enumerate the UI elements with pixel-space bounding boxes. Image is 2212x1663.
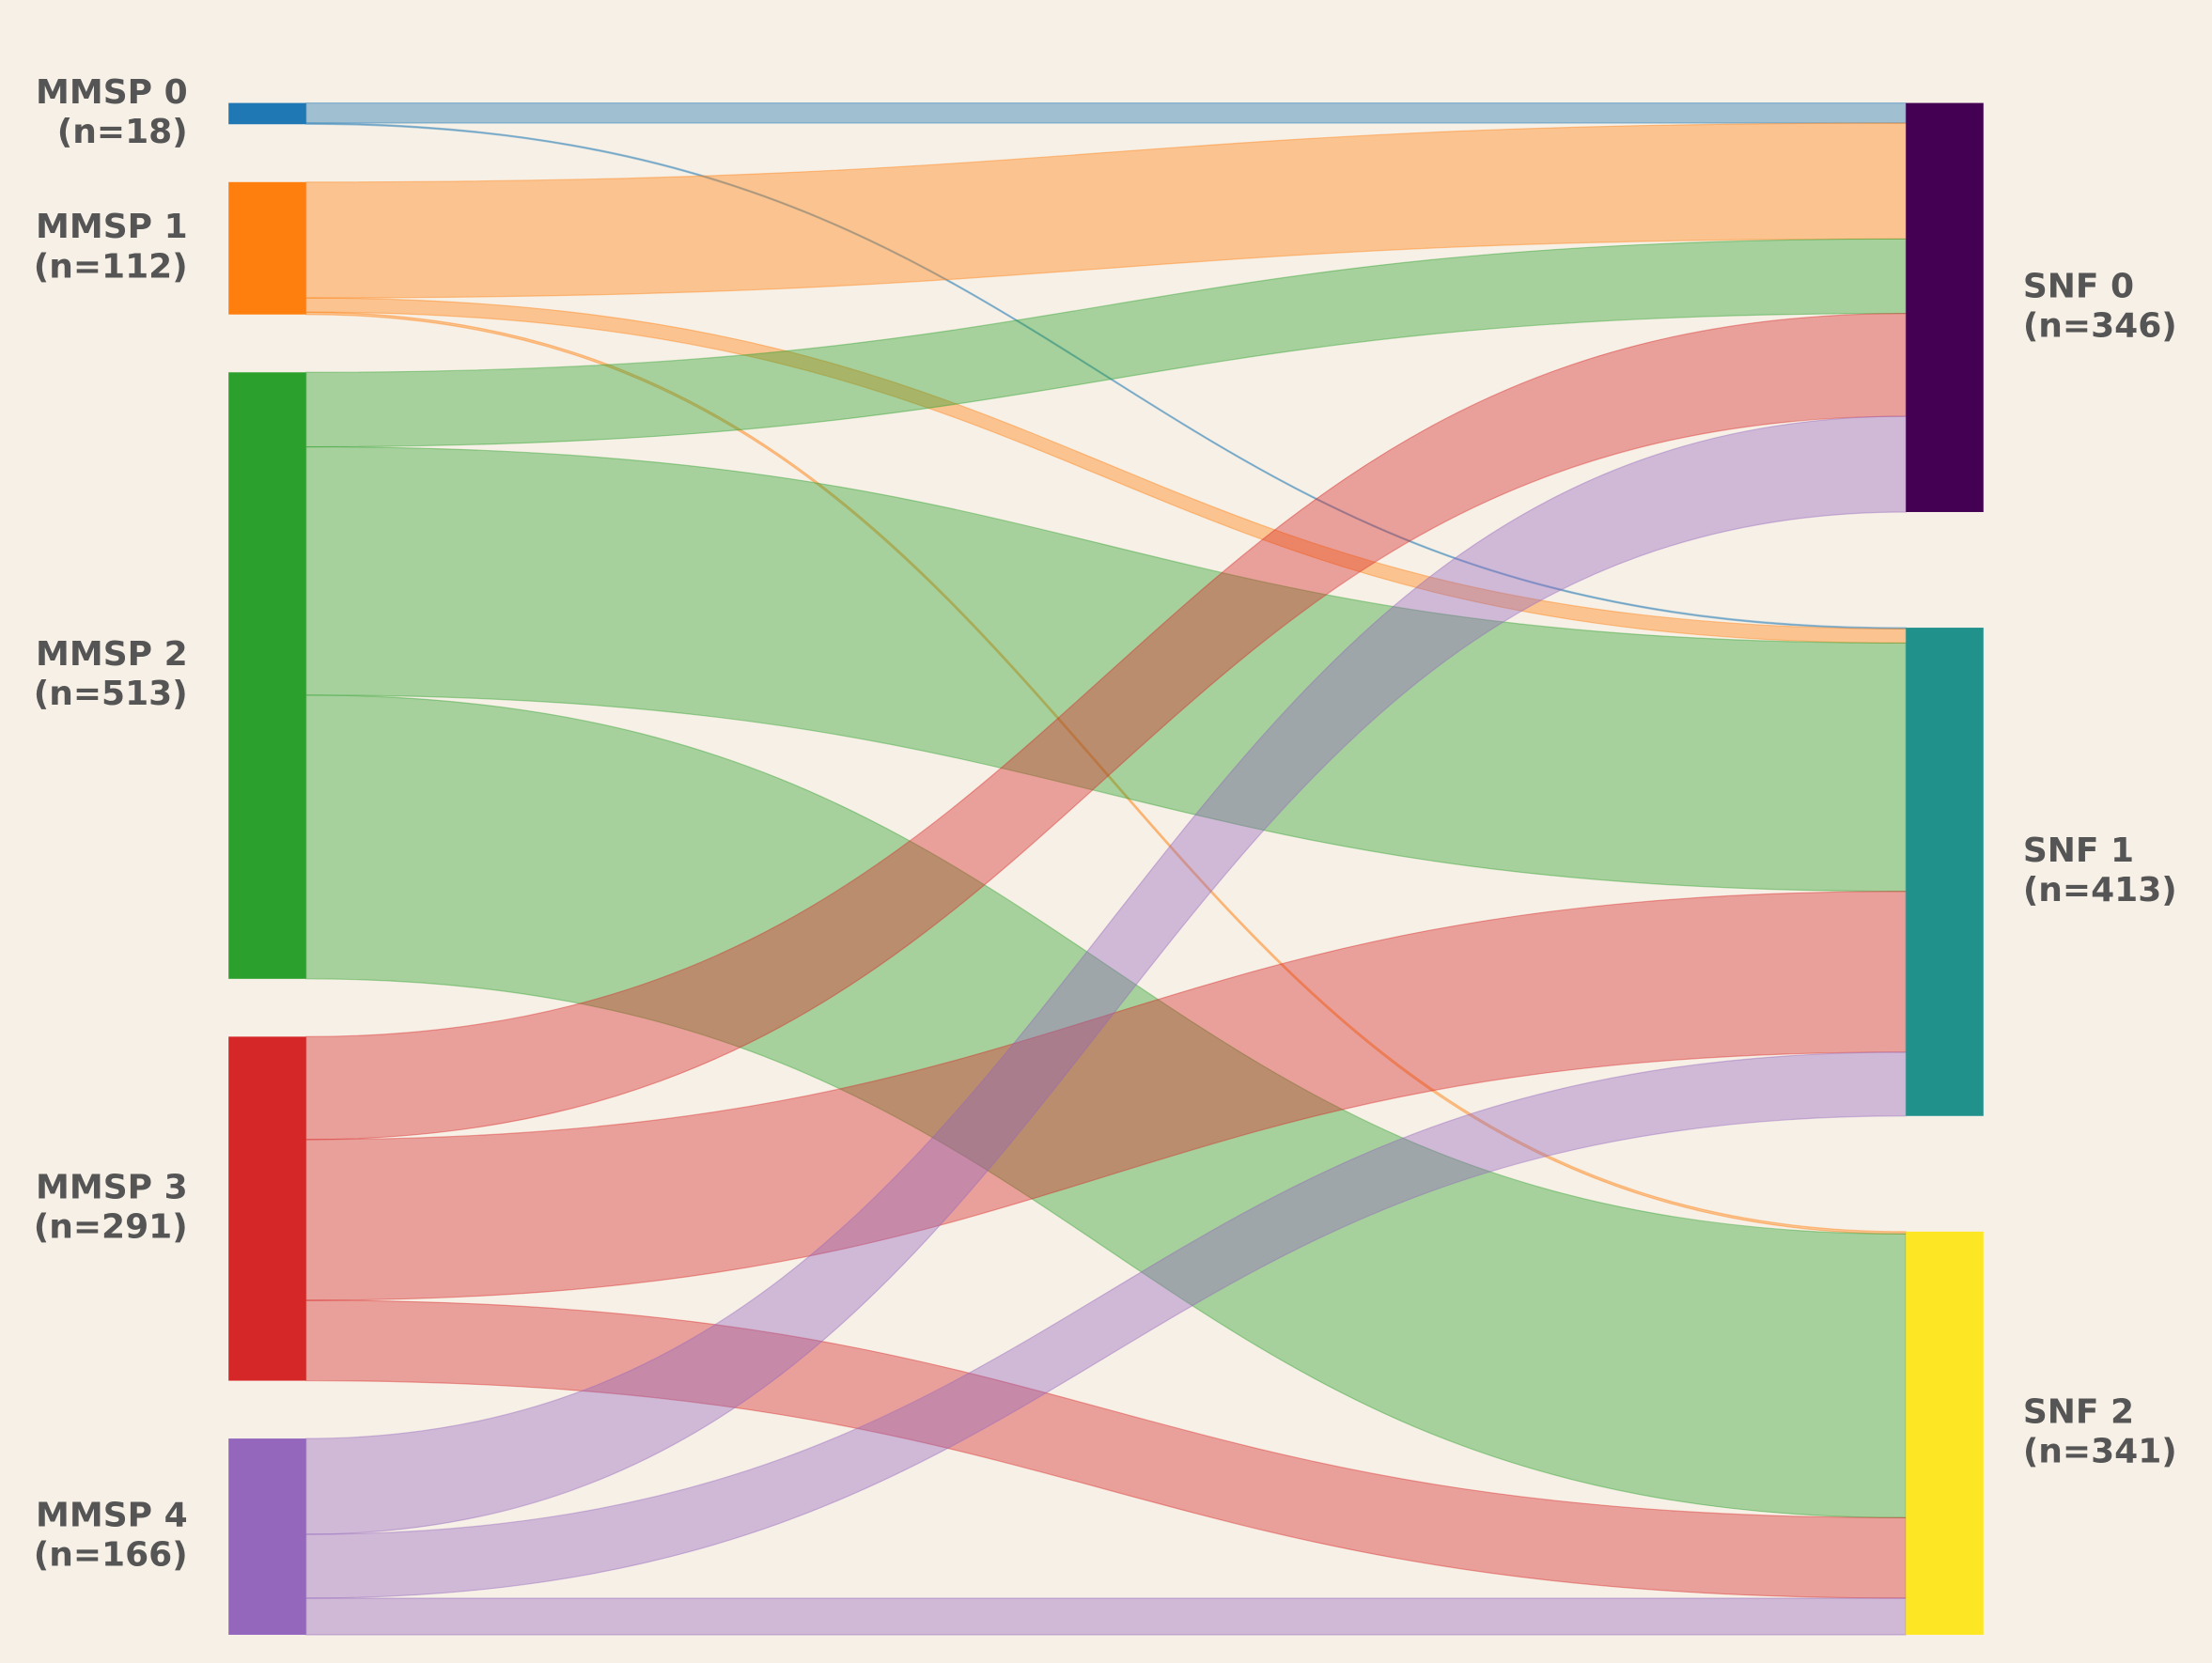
link — [305, 1597, 1907, 1636]
node-count: (n=413) — [2023, 871, 2177, 909]
node-count: (n=513) — [34, 675, 188, 713]
links — [305, 101, 1907, 1636]
node-count: (n=291) — [34, 1207, 188, 1246]
node-label: MMSP 2 — [36, 635, 188, 674]
node — [1906, 628, 1984, 1116]
node-label: MMSP 1 — [36, 208, 188, 246]
node — [228, 1438, 306, 1635]
nodes: MMSP 0(n=18) MMSP 1(n=112) MMSP 2(n=513) MM… — [34, 73, 2177, 1635]
node — [228, 372, 306, 979]
node-label: SNF 1 — [2023, 832, 2134, 870]
link — [305, 101, 1907, 124]
node-count: (n=18) — [57, 113, 188, 151]
node-count: (n=341) — [2023, 1432, 2177, 1470]
node-label: MMSP 4 — [36, 1497, 188, 1535]
node-label: MMSP 0 — [36, 73, 188, 112]
node-label: SNF 0 — [2023, 267, 2134, 305]
node — [228, 181, 306, 315]
link — [305, 415, 1907, 1535]
node — [228, 102, 306, 125]
node-count: (n=166) — [34, 1536, 188, 1575]
node-count: (n=346) — [2023, 306, 2177, 345]
node-label: MMSP 3 — [36, 1168, 188, 1206]
node — [1906, 102, 1984, 512]
node — [228, 1036, 306, 1381]
node-label: SNF 2 — [2023, 1392, 2134, 1431]
node-count: (n=112) — [34, 247, 188, 286]
node — [1906, 1231, 1984, 1635]
